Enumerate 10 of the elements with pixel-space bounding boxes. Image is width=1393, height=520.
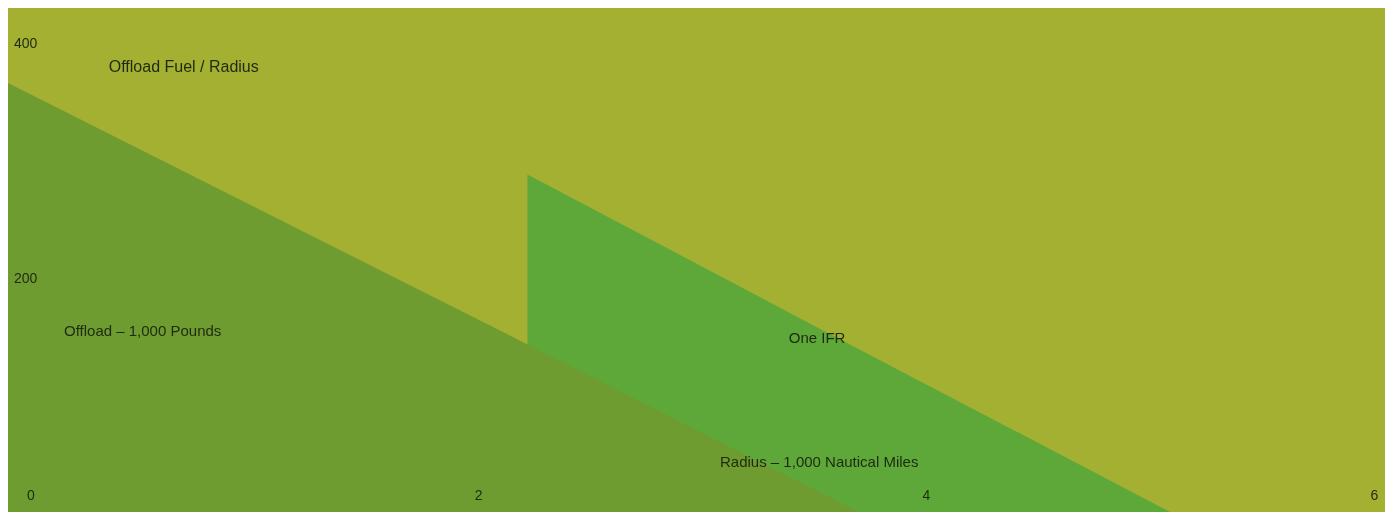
y-axis-title: Offload – 1,000 Pounds xyxy=(63,322,222,340)
text: Offload Fuel / Radius xyxy=(108,58,259,76)
x-tick-label: 4 xyxy=(922,487,931,503)
x-tick-label: 2 xyxy=(474,487,483,503)
x-tick-label: 0 xyxy=(26,487,35,503)
y-tick-label: 400 xyxy=(14,35,38,52)
x-axis-title: Radius – 1,000 Nautical Miles xyxy=(720,453,919,471)
x-tick-label: 6 xyxy=(1370,487,1379,503)
y-tick-label: 200 xyxy=(14,269,38,286)
series-label: One IFR xyxy=(788,329,846,347)
